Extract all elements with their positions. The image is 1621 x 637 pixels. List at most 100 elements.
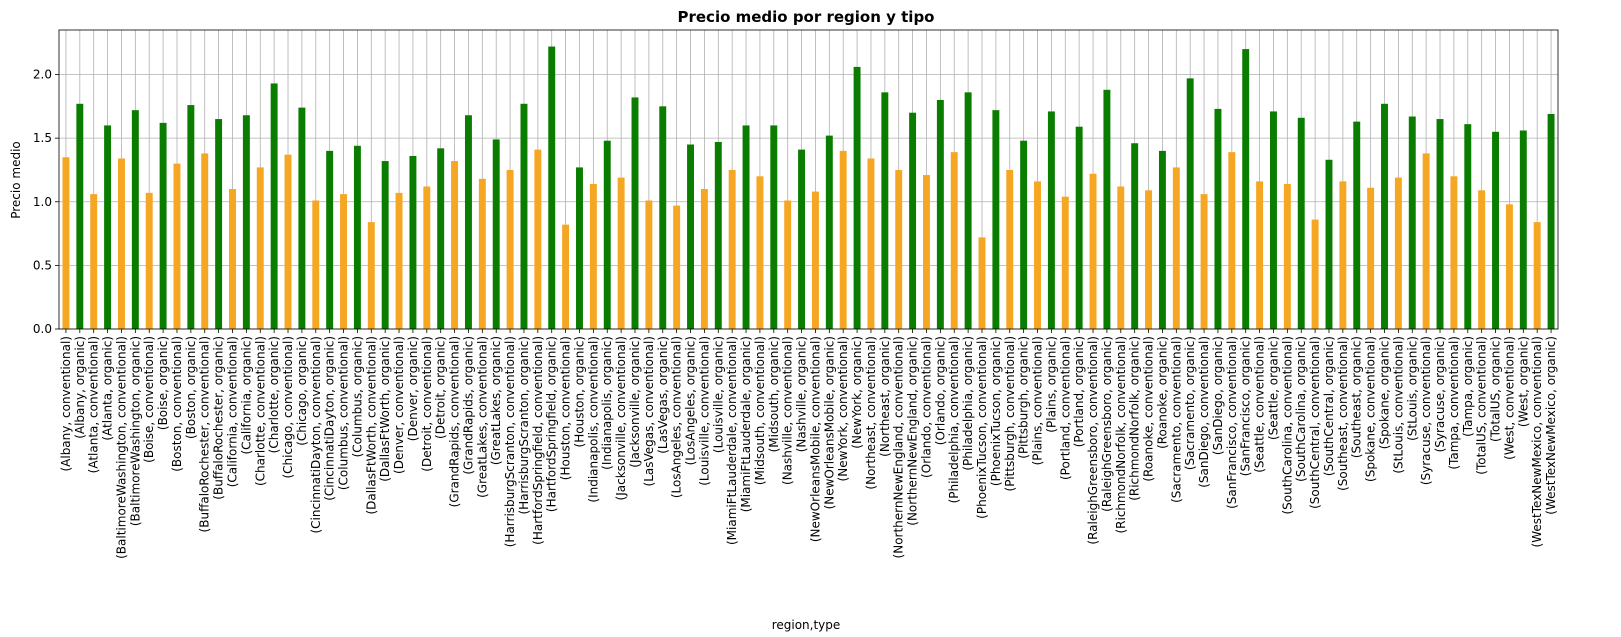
x-tick-label: (NewOrleansMobile, organic): [822, 336, 836, 509]
x-tick-label: (HarrisburgScranton, conventional): [503, 336, 517, 547]
x-tick-label: (TotalUS, conventional): [1475, 336, 1489, 475]
bar: [548, 46, 556, 329]
x-tick-label: (Plains, conventional): [1031, 336, 1045, 465]
bar: [117, 158, 125, 329]
bar: [811, 191, 819, 329]
x-tick-label: (Denver, organic): [406, 336, 420, 441]
bar: [201, 153, 209, 329]
bar: [909, 112, 917, 330]
x-tick-label: (Orlando, organic): [933, 336, 947, 445]
bar: [353, 145, 361, 329]
x-tick-label: (MiamiFtLauderdale, organic): [739, 336, 753, 512]
x-tick-label: (West, conventional): [1502, 336, 1516, 460]
x-tick-label: (DallasFtWorth, organic): [378, 336, 392, 482]
bar: [1089, 173, 1097, 329]
x-tick-label: (StLouis, organic): [1405, 336, 1419, 441]
x-tick-label: (Philadelphia, conventional): [947, 336, 961, 503]
x-tick-label: (Houston, conventional): [559, 336, 573, 480]
x-tick-label: (Houston, organic): [572, 336, 586, 447]
x-tick-label: (RichmondNorfolk, conventional): [1114, 336, 1128, 534]
bar: [1478, 190, 1486, 329]
bar: [1450, 176, 1458, 329]
x-tick-label: (Columbus, conventional): [337, 336, 351, 490]
bar: [1381, 103, 1388, 329]
bar: [326, 150, 334, 329]
bar: [1505, 204, 1513, 329]
x-tick-label: (SanDiego, organic): [1211, 336, 1225, 455]
bar: [1103, 89, 1111, 329]
bar: [229, 189, 236, 329]
x-tick-label: (Roanoke, organic): [1155, 336, 1169, 449]
x-tick-label: (GrandRapids, conventional): [448, 336, 462, 507]
x-tick-label: (CincinnatiDayton, conventional): [309, 336, 323, 534]
bar: [867, 158, 875, 329]
bar: [1020, 140, 1028, 329]
bar: [1353, 121, 1361, 329]
bar: [159, 122, 167, 329]
bar: [1242, 49, 1250, 329]
bar: [76, 103, 84, 329]
bar: [1408, 116, 1416, 329]
x-tick-label: (Roanoke, conventional): [1142, 336, 1156, 482]
bar: [1172, 167, 1180, 329]
bar: [714, 141, 722, 329]
x-tick-label: (Syracuse, conventional): [1419, 336, 1433, 485]
bar: [687, 144, 694, 329]
x-tick-label: (Louisville, conventional): [697, 336, 711, 486]
x-tick-label: (Charlotte, conventional): [253, 336, 267, 486]
bar: [1269, 111, 1277, 330]
bar: [1034, 181, 1041, 329]
x-tick-label: (Tampa, organic): [1461, 336, 1475, 437]
x-tick-label: (Atlanta, conventional): [87, 336, 101, 473]
bar: [978, 237, 986, 329]
bar: [728, 169, 736, 329]
x-tick-label: (Columbus, organic): [350, 336, 364, 457]
bar: [437, 148, 445, 329]
x-tick-label: (Portland, conventional): [1058, 336, 1072, 480]
x-tick-label: (Portland, organic): [1072, 336, 1086, 447]
bar: [215, 119, 223, 329]
bar: [284, 154, 292, 329]
y-tick-label: 2.0: [33, 68, 52, 82]
x-tick-label: (California, organic): [239, 336, 253, 455]
x-tick-label: (BuffaloRochester, conventional): [198, 336, 212, 532]
x-tick-label: (WestTexNewMexico, organic): [1544, 336, 1558, 515]
x-tick-label: (Indianapolis, organic): [600, 336, 614, 470]
x-tick-label: (LosAngeles, conventional): [670, 336, 684, 498]
bar: [923, 175, 930, 329]
x-tick-label: (RaleighGreensboro, organic): [1100, 336, 1114, 512]
x-tick-label: (Atlanta, organic): [101, 336, 115, 441]
x-tick-label: (Seattle, organic): [1266, 336, 1280, 440]
x-tick-label: (Spokane, organic): [1378, 336, 1392, 449]
bar: [1464, 124, 1472, 329]
x-tick-label: (BaltimoreWashington, organic): [128, 336, 142, 526]
x-tick-label: (SanDiego, conventional): [1197, 336, 1211, 488]
x-tick-label: (SanFrancisco, organic): [1239, 336, 1253, 476]
bar: [673, 205, 681, 329]
x-tick-label: (GrandRapids, organic): [461, 336, 475, 475]
x-tick-label: (LasVegas, conventional): [642, 336, 656, 486]
bar: [1006, 169, 1014, 329]
bar: [1186, 78, 1194, 329]
bar: [1325, 159, 1333, 329]
bar: [589, 183, 597, 329]
bar: [576, 167, 583, 329]
x-tick-label: (Boston, organic): [184, 336, 198, 439]
x-tick-label: (Plains, organic): [1044, 336, 1058, 433]
bar: [1158, 150, 1166, 329]
bar: [173, 163, 181, 329]
bar: [451, 161, 459, 329]
x-tick-label: (Detroit, organic): [434, 336, 448, 439]
bar: [700, 189, 708, 329]
bar: [1547, 113, 1555, 330]
x-tick-label: (Midsouth, conventional): [753, 336, 767, 485]
bar: [1214, 108, 1222, 330]
x-tick-label: (Nashville, conventional): [781, 336, 795, 485]
x-tick-label: (SouthCarolina, organic): [1294, 336, 1308, 482]
x-tick-label: (Albany, conventional): [59, 336, 73, 472]
x-tick-label: (Indianapolis, conventional): [586, 336, 600, 503]
bar: [242, 115, 250, 329]
x-tick-label: (StLouis, conventional): [1391, 336, 1405, 474]
x-tick-label: (SouthCarolina, conventional): [1280, 336, 1294, 515]
